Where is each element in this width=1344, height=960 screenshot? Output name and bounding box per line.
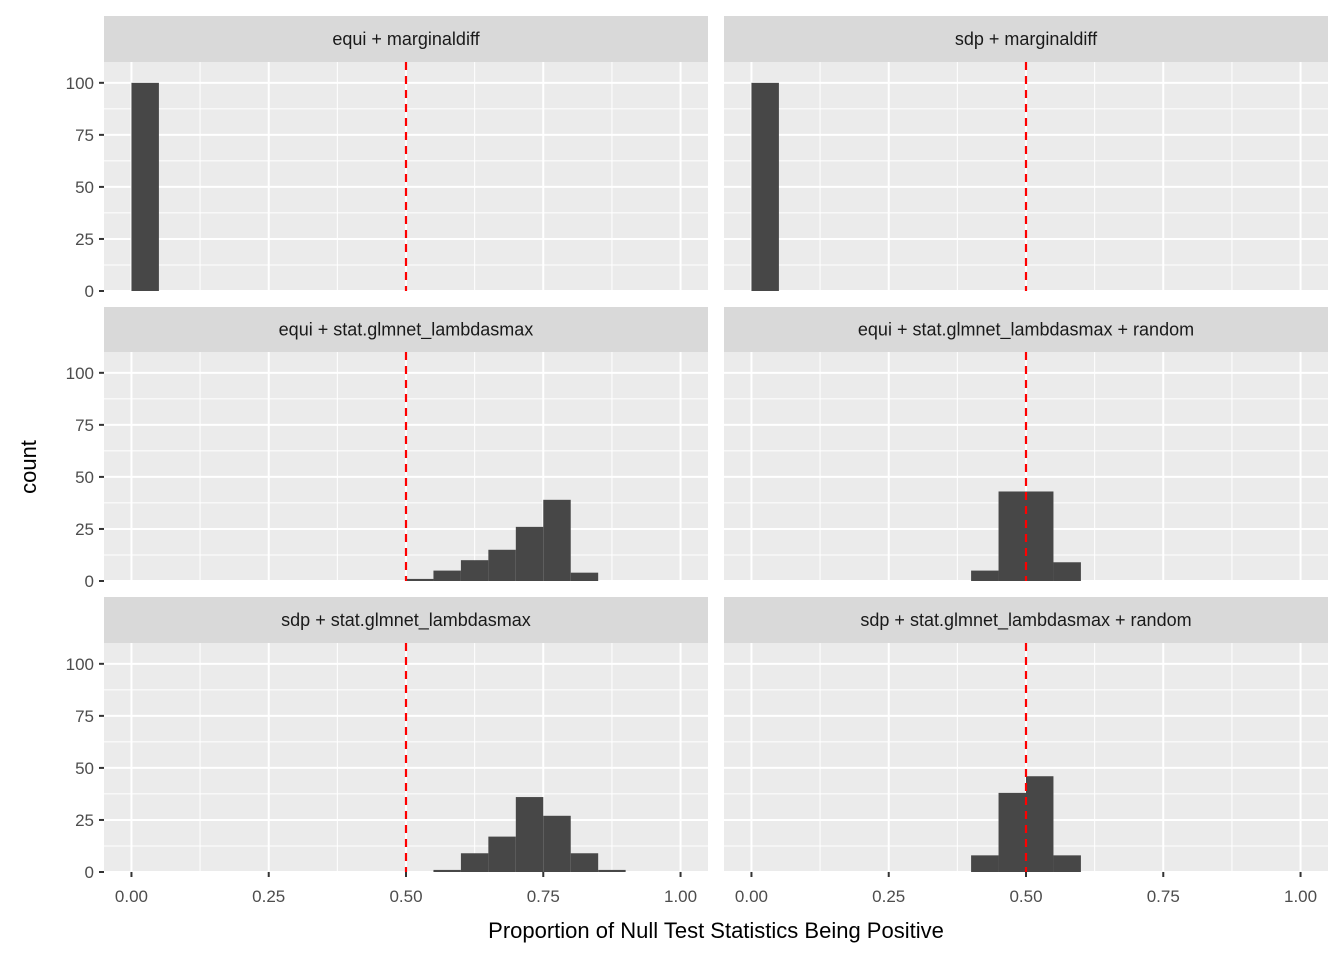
x-tick-label: 1.00 <box>1284 887 1317 906</box>
y-tick-label: 0 <box>85 282 94 301</box>
histogram-bar <box>598 869 626 872</box>
y-axis-title: count <box>16 440 41 494</box>
x-tick-label: 0.50 <box>389 887 422 906</box>
histogram-bar <box>433 869 461 872</box>
facet-strip-label: sdp + marginaldiff <box>955 29 1098 49</box>
histogram-bar <box>751 82 779 292</box>
histogram-bar <box>1026 491 1054 581</box>
y-tick-label: 25 <box>75 811 94 830</box>
facet-strip <box>724 16 1328 62</box>
histogram-bar <box>1053 562 1081 581</box>
x-tick-label: 0.75 <box>527 887 560 906</box>
y-tick-label: 100 <box>66 364 94 383</box>
histogram-bar <box>570 853 599 872</box>
x-tick-label: 0.25 <box>872 887 905 906</box>
histogram-bar <box>971 570 999 581</box>
y-tick-label: 0 <box>85 863 94 882</box>
histogram-bar <box>1026 776 1054 872</box>
histogram-bar <box>570 572 599 581</box>
histogram-bar <box>515 797 544 872</box>
facet-strip-label: equi + stat.glmnet_lambdasmax + random <box>858 320 1194 341</box>
histogram-bar <box>1053 855 1081 872</box>
histogram-bar <box>515 526 544 581</box>
histogram-bar <box>998 491 1026 581</box>
x-tick-label: 0.00 <box>735 887 768 906</box>
y-tick-label: 75 <box>75 416 94 435</box>
histogram-bar <box>971 855 999 872</box>
facet-strip-label: equi + stat.glmnet_lambdasmax <box>279 320 534 341</box>
facet-strip-label: sdp + stat.glmnet_lambdasmax + random <box>860 610 1191 631</box>
y-tick-label: 25 <box>75 520 94 539</box>
histogram-bar <box>460 560 489 581</box>
facet-strip-label: sdp + stat.glmnet_lambdasmax <box>281 610 531 631</box>
y-tick-label: 25 <box>75 230 94 249</box>
y-tick-label: 50 <box>75 759 94 778</box>
histogram-bar <box>460 853 489 872</box>
histogram-bar <box>543 499 571 581</box>
histogram-bar <box>433 570 461 581</box>
x-tick-label: 0.25 <box>252 887 285 906</box>
histogram-bar <box>131 82 159 292</box>
y-tick-label: 0 <box>85 572 94 591</box>
histogram-bar <box>543 815 571 872</box>
histogram-bar <box>998 792 1026 872</box>
facet-strip-label: equi + marginaldiff <box>332 29 480 49</box>
facet-strip <box>104 16 708 62</box>
histogram-bar <box>488 836 516 872</box>
x-tick-label: 1.00 <box>664 887 697 906</box>
y-tick-label: 100 <box>66 74 94 93</box>
facet-strip <box>724 307 1328 352</box>
histogram-bar <box>406 578 434 581</box>
facet-strip <box>724 597 1328 643</box>
x-tick-label: 0.50 <box>1009 887 1042 906</box>
facet-strip <box>104 307 708 352</box>
x-tick-label: 0.75 <box>1147 887 1180 906</box>
x-tick-label: 0.00 <box>115 887 148 906</box>
x-axis-title: Proportion of Null Test Statistics Being… <box>488 918 944 943</box>
facet-strip <box>104 597 708 643</box>
y-tick-label: 50 <box>75 178 94 197</box>
y-tick-label: 100 <box>66 655 94 674</box>
histogram-bar <box>488 549 516 581</box>
y-tick-label: 50 <box>75 468 94 487</box>
y-tick-label: 75 <box>75 707 94 726</box>
y-tick-label: 75 <box>75 126 94 145</box>
